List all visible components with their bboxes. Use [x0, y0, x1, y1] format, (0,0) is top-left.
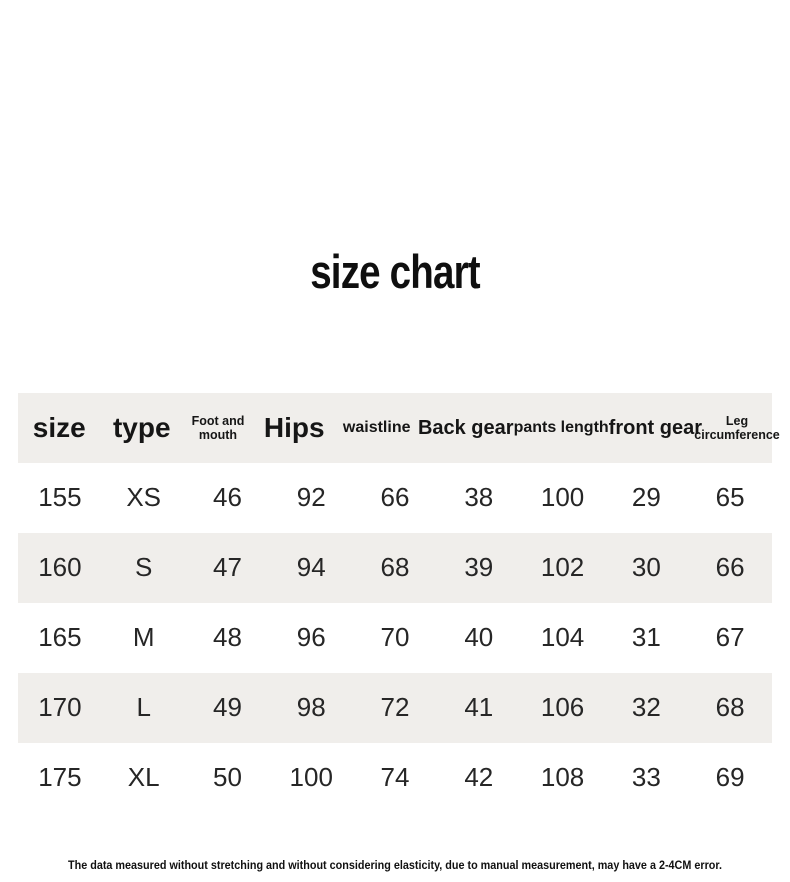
table-cell: S	[135, 552, 153, 583]
table-cell: 30	[631, 552, 661, 583]
table-cell: 48	[212, 622, 242, 653]
table-cell: 39	[464, 552, 494, 583]
table-cell: 100	[540, 482, 585, 513]
table-cell: 66	[715, 552, 745, 583]
table-cell: 98	[296, 692, 326, 723]
table-row-175-xl: 175 XL 50 100 74 42 108 33 69	[18, 743, 772, 813]
table-cell: 50	[212, 762, 242, 793]
table-cell: 96	[296, 622, 326, 653]
table-cell: 41	[464, 692, 494, 723]
table-cell: 31	[631, 622, 661, 653]
table-cell: 175	[38, 762, 82, 793]
table-cell: 108	[540, 762, 585, 793]
table-cell: 68	[715, 692, 745, 723]
table-cell: 102	[540, 552, 585, 583]
measurement-disclaimer: The data measured without stretching and…	[68, 858, 722, 872]
table-cell: 38	[464, 482, 494, 513]
table-cell: 94	[296, 552, 326, 583]
table-cell: 104	[540, 622, 585, 653]
table-cell: L	[136, 692, 151, 723]
table-cell: 165	[38, 622, 82, 653]
column-header-leg-circumference: Leg circumference	[694, 413, 780, 442]
table-cell: 49	[212, 692, 242, 723]
table-row-170-l: 170 L 49 98 72 41 106 32 68	[18, 673, 772, 743]
table-cell: 68	[380, 552, 410, 583]
table-row-160-s: 160 S 47 94 68 39 102 30 66	[18, 533, 772, 603]
table-cell: 47	[212, 552, 242, 583]
table-cell: 42	[464, 762, 494, 793]
table-cell: 65	[715, 482, 745, 513]
table-cell: 72	[380, 692, 410, 723]
column-header-foot-and-mouth: Foot and mouth	[191, 413, 245, 442]
table-cell: 92	[296, 482, 326, 513]
size-chart-table: size type Foot and mouth Hips waistline …	[18, 393, 780, 813]
table-cell: 33	[631, 762, 661, 793]
column-header-back-gear: Back gear	[417, 416, 514, 439]
column-header-front-gear: front gear	[608, 416, 703, 439]
column-header-type: type	[112, 411, 171, 443]
column-header-hips: Hips	[263, 411, 325, 443]
table-cell: 170	[38, 692, 82, 723]
page-title: size chart	[310, 245, 480, 298]
header-row: size type Foot and mouth Hips waistline …	[18, 393, 780, 463]
column-header-waistline: waistline	[342, 418, 411, 436]
table-cell: XS	[126, 482, 162, 513]
table-cell: 100	[289, 762, 333, 793]
table-cell: 70	[380, 622, 410, 653]
column-header-size: size	[32, 411, 86, 443]
table-cell: 69	[715, 762, 745, 793]
column-header-pants-length: pants length	[513, 418, 609, 436]
table-cell: 67	[715, 622, 745, 653]
table-cell: XL	[127, 762, 160, 793]
table-cell: 106	[540, 692, 585, 723]
table-cell: 40	[464, 622, 494, 653]
table-cell: 74	[380, 762, 410, 793]
table-row-155-xs: 155 XS 46 92 66 38 100 29 65	[18, 463, 772, 533]
table-cell: 32	[631, 692, 661, 723]
table-row-165-m: 165 M 48 96 70 40 104 31 67	[18, 603, 772, 673]
table-cell: 46	[212, 482, 242, 513]
table-cell: 160	[38, 552, 82, 583]
table-cell: M	[132, 622, 155, 653]
table-cell: 29	[631, 482, 661, 513]
table-cell: 155	[38, 482, 82, 513]
table-cell: 66	[380, 482, 410, 513]
